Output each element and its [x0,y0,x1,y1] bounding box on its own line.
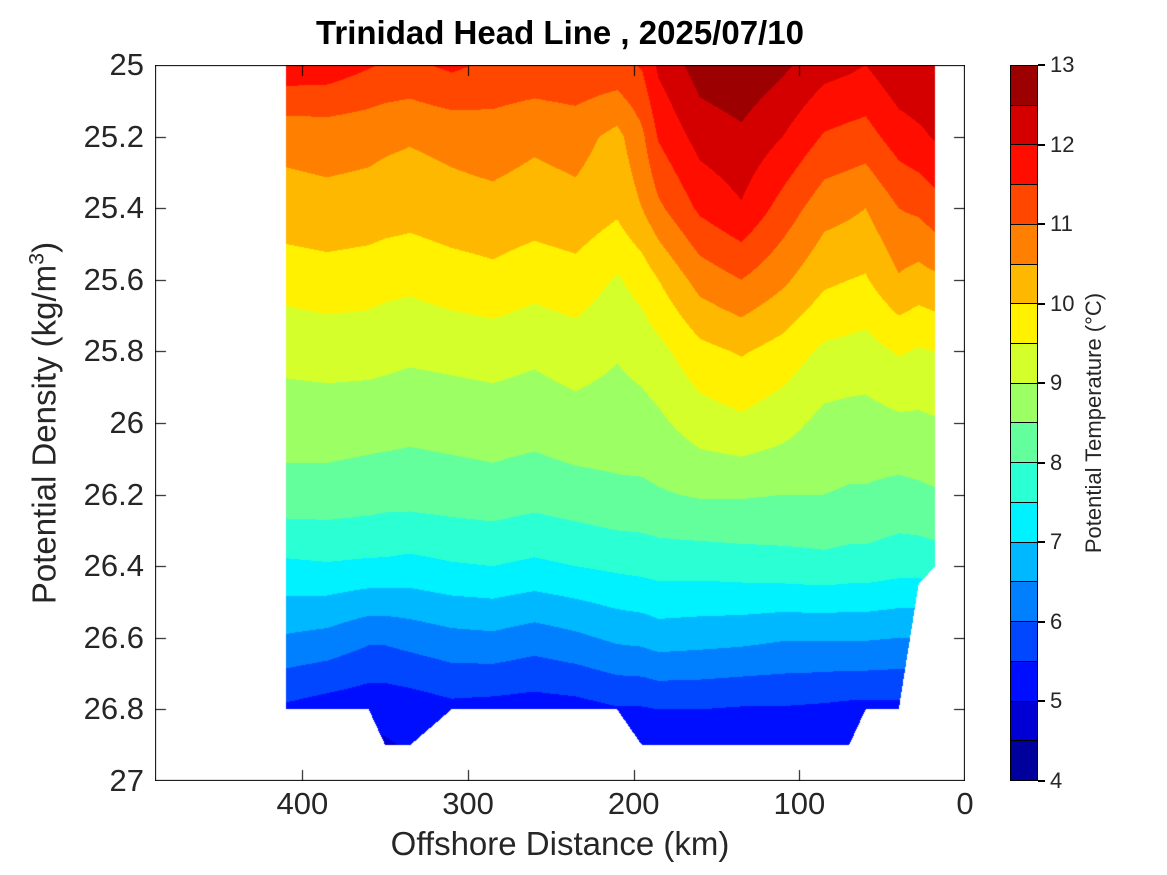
y-tick-label-26.2: 26.2 [83,476,144,512]
y-tick-label-25.2: 25.2 [83,118,144,154]
x-tick-label-100: 100 [773,786,826,821]
chart-title: Trinidad Head Line , 2025/07/10 [316,14,804,51]
colorbar-segment-5-5.5 [1011,660,1037,701]
colorbar-tickmark-9 [1038,382,1045,385]
colorbar [1010,65,1038,781]
colorbar-label: Potential Temperature (°C) [1081,292,1106,554]
colorbar-tickmark-8 [1038,461,1045,464]
colorbar-segment-9-9.5 [1011,343,1037,383]
y-tick-label-26: 26 [109,405,144,440]
colorbar-segment-9.5-10 [1011,303,1037,344]
colorbar-tick-label-11: 11 [1050,211,1073,237]
colorbar-tickmark-13 [1038,64,1045,66]
colorbar-segment-4.5-5 [1011,700,1037,741]
colorbar-segment-10.5-11 [1011,223,1037,264]
colorbar-segment-5.5-6 [1011,621,1037,661]
x-tick-label-400: 400 [276,786,329,821]
colorbar-tickmark-4 [1038,780,1045,782]
colorbar-tickmark-6 [1038,620,1045,623]
colorbar-tick-label-7: 7 [1050,529,1063,555]
colorbar-tickmark-10 [1038,302,1045,305]
colorbar-tick-label-13: 13 [1050,52,1075,77]
colorbar-tickmark-7 [1038,541,1045,544]
y-axis-label-superscript: 3 [24,252,49,265]
y-tick-label-25: 25 [109,47,144,82]
y-tick-label-25.4: 25.4 [83,190,144,226]
y-tick-label-26.4: 26.4 [83,548,144,584]
colorbar-tick-label-8: 8 [1050,449,1063,475]
y-tick-label-26.8: 26.8 [83,691,144,727]
colorbar-segment-12.5-13 [1011,66,1037,105]
y-axis-label-close: ) [25,241,63,253]
y-axis-label: Potential Density (kg/m3) [25,242,64,604]
y-tick-label-25.6: 25.6 [83,261,144,297]
x-tick-label-0: 0 [956,786,974,821]
colorbar-segment-11.5-12 [1011,144,1037,185]
colorbar-segment-7.5-8 [1011,462,1037,502]
y-axis-label-text: Potential Density (kg/m [25,264,63,605]
colorbar-segment-6.5-7 [1011,541,1037,582]
colorbar-tick-label-12: 12 [1050,131,1075,157]
colorbar-segment-7-7.5 [1011,501,1037,542]
y-tick-label-26.6: 26.6 [83,619,144,655]
y-tick-label-25.8: 25.8 [83,333,144,369]
contour-plot-canvas [155,65,965,781]
x-tick-label-200: 200 [607,786,660,821]
colorbar-tick-label-5: 5 [1050,688,1063,714]
colorbar-tick-label-6: 6 [1050,608,1063,634]
colorbar-segment-8-8.5 [1011,422,1037,463]
colorbar-tick-label-4: 4 [1050,768,1063,793]
x-tick-label-300: 300 [442,786,494,821]
colorbar-segment-11-11.5 [1011,184,1037,224]
colorbar-tick-label-10: 10 [1050,290,1075,316]
colorbar-segment-10-10.5 [1011,263,1037,304]
colorbar-tick-label-9: 9 [1050,370,1063,396]
colorbar-segment-12-12.5 [1011,104,1037,145]
colorbar-segment-6-6.5 [1011,581,1037,622]
x-axis-label: Offshore Distance (km) [390,825,730,862]
colorbar-tickmark-11 [1038,223,1045,226]
y-tick-label-27: 27 [109,763,144,798]
colorbar-tickmark-12 [1038,143,1045,146]
colorbar-segment-4-4.5 [1011,740,1037,780]
colorbar-tickmark-5 [1038,700,1045,703]
colorbar-segment-8.5-9 [1011,382,1037,423]
